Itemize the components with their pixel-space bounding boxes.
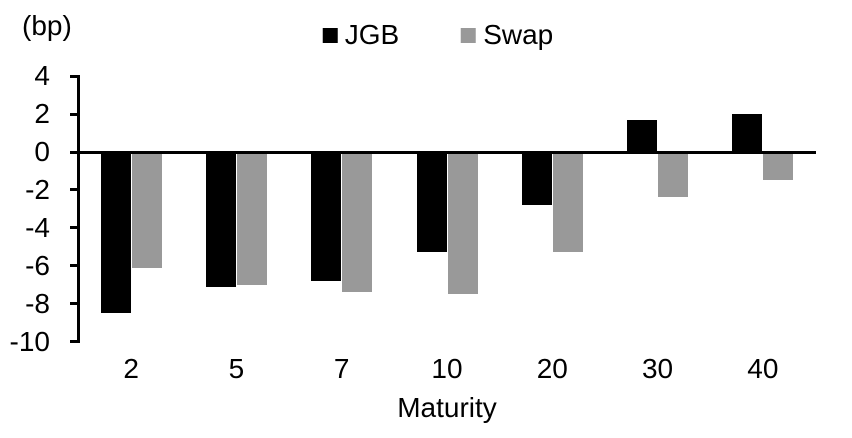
- legend-label-jgb: JGB: [344, 19, 400, 50]
- y-axis-tick: [69, 188, 80, 192]
- jgb-series-swatch-icon: [322, 27, 338, 43]
- x-tick-label-5: 5: [228, 353, 245, 384]
- y-axis-tick: [69, 340, 80, 343]
- x-axis-title: Maturity: [397, 392, 497, 423]
- y-axis-line: [76, 74, 80, 343]
- x-axis-zero-line: [76, 150, 816, 154]
- bar-swap-10: [447, 152, 478, 295]
- legend: JGB Swap: [322, 18, 553, 52]
- bar-swap-7: [342, 152, 373, 293]
- y-axis-unit-label: (bp): [22, 10, 72, 41]
- x-tick-label-40: 40: [747, 353, 779, 384]
- y-axis-tick: [69, 150, 80, 154]
- y-tick-label: -8: [25, 287, 50, 319]
- x-tick-label-30: 30: [641, 353, 674, 384]
- legend-item-swap: Swap: [461, 18, 553, 52]
- y-tick-label: -10: [9, 325, 50, 357]
- y-axis-tick: [69, 226, 80, 230]
- y-tick-label: 0: [34, 136, 50, 167]
- y-axis-tick: [69, 74, 80, 78]
- y-axis-tick: [69, 302, 80, 306]
- y-tick-label: -6: [25, 249, 50, 281]
- y-axis-tick: [69, 112, 80, 116]
- bar-jgb-40: [732, 114, 763, 152]
- swap-series-swatch-icon: [461, 27, 477, 43]
- x-tick-label-10: 10: [431, 353, 463, 384]
- x-tick-label-7: 7: [333, 353, 350, 384]
- bar-swap-40: [763, 152, 794, 181]
- bar-swap-20: [552, 152, 583, 253]
- x-tick-label-2: 2: [123, 353, 139, 384]
- bar-jgb-10: [416, 152, 447, 253]
- legend-label-swap: Swap: [483, 19, 554, 50]
- y-tick-label: -4: [25, 211, 50, 243]
- bar-jgb-5: [205, 152, 236, 287]
- bar-jgb-2: [100, 152, 131, 314]
- legend-item-jgb: JGB: [322, 18, 400, 52]
- y-axis-tick: [69, 264, 80, 268]
- bar-jgb-7: [311, 152, 342, 281]
- y-tick-label: -2: [25, 173, 50, 205]
- x-tick-label-20: 20: [536, 353, 568, 384]
- bar-swap-2: [131, 152, 162, 268]
- bar-jgb-20: [521, 152, 552, 206]
- bar-swap-30: [658, 152, 689, 198]
- y-tick-label: 4: [34, 60, 50, 92]
- y-tick-label: 2: [34, 98, 50, 130]
- bar-swap-5: [236, 152, 267, 285]
- bar-jgb-30: [627, 119, 658, 152]
